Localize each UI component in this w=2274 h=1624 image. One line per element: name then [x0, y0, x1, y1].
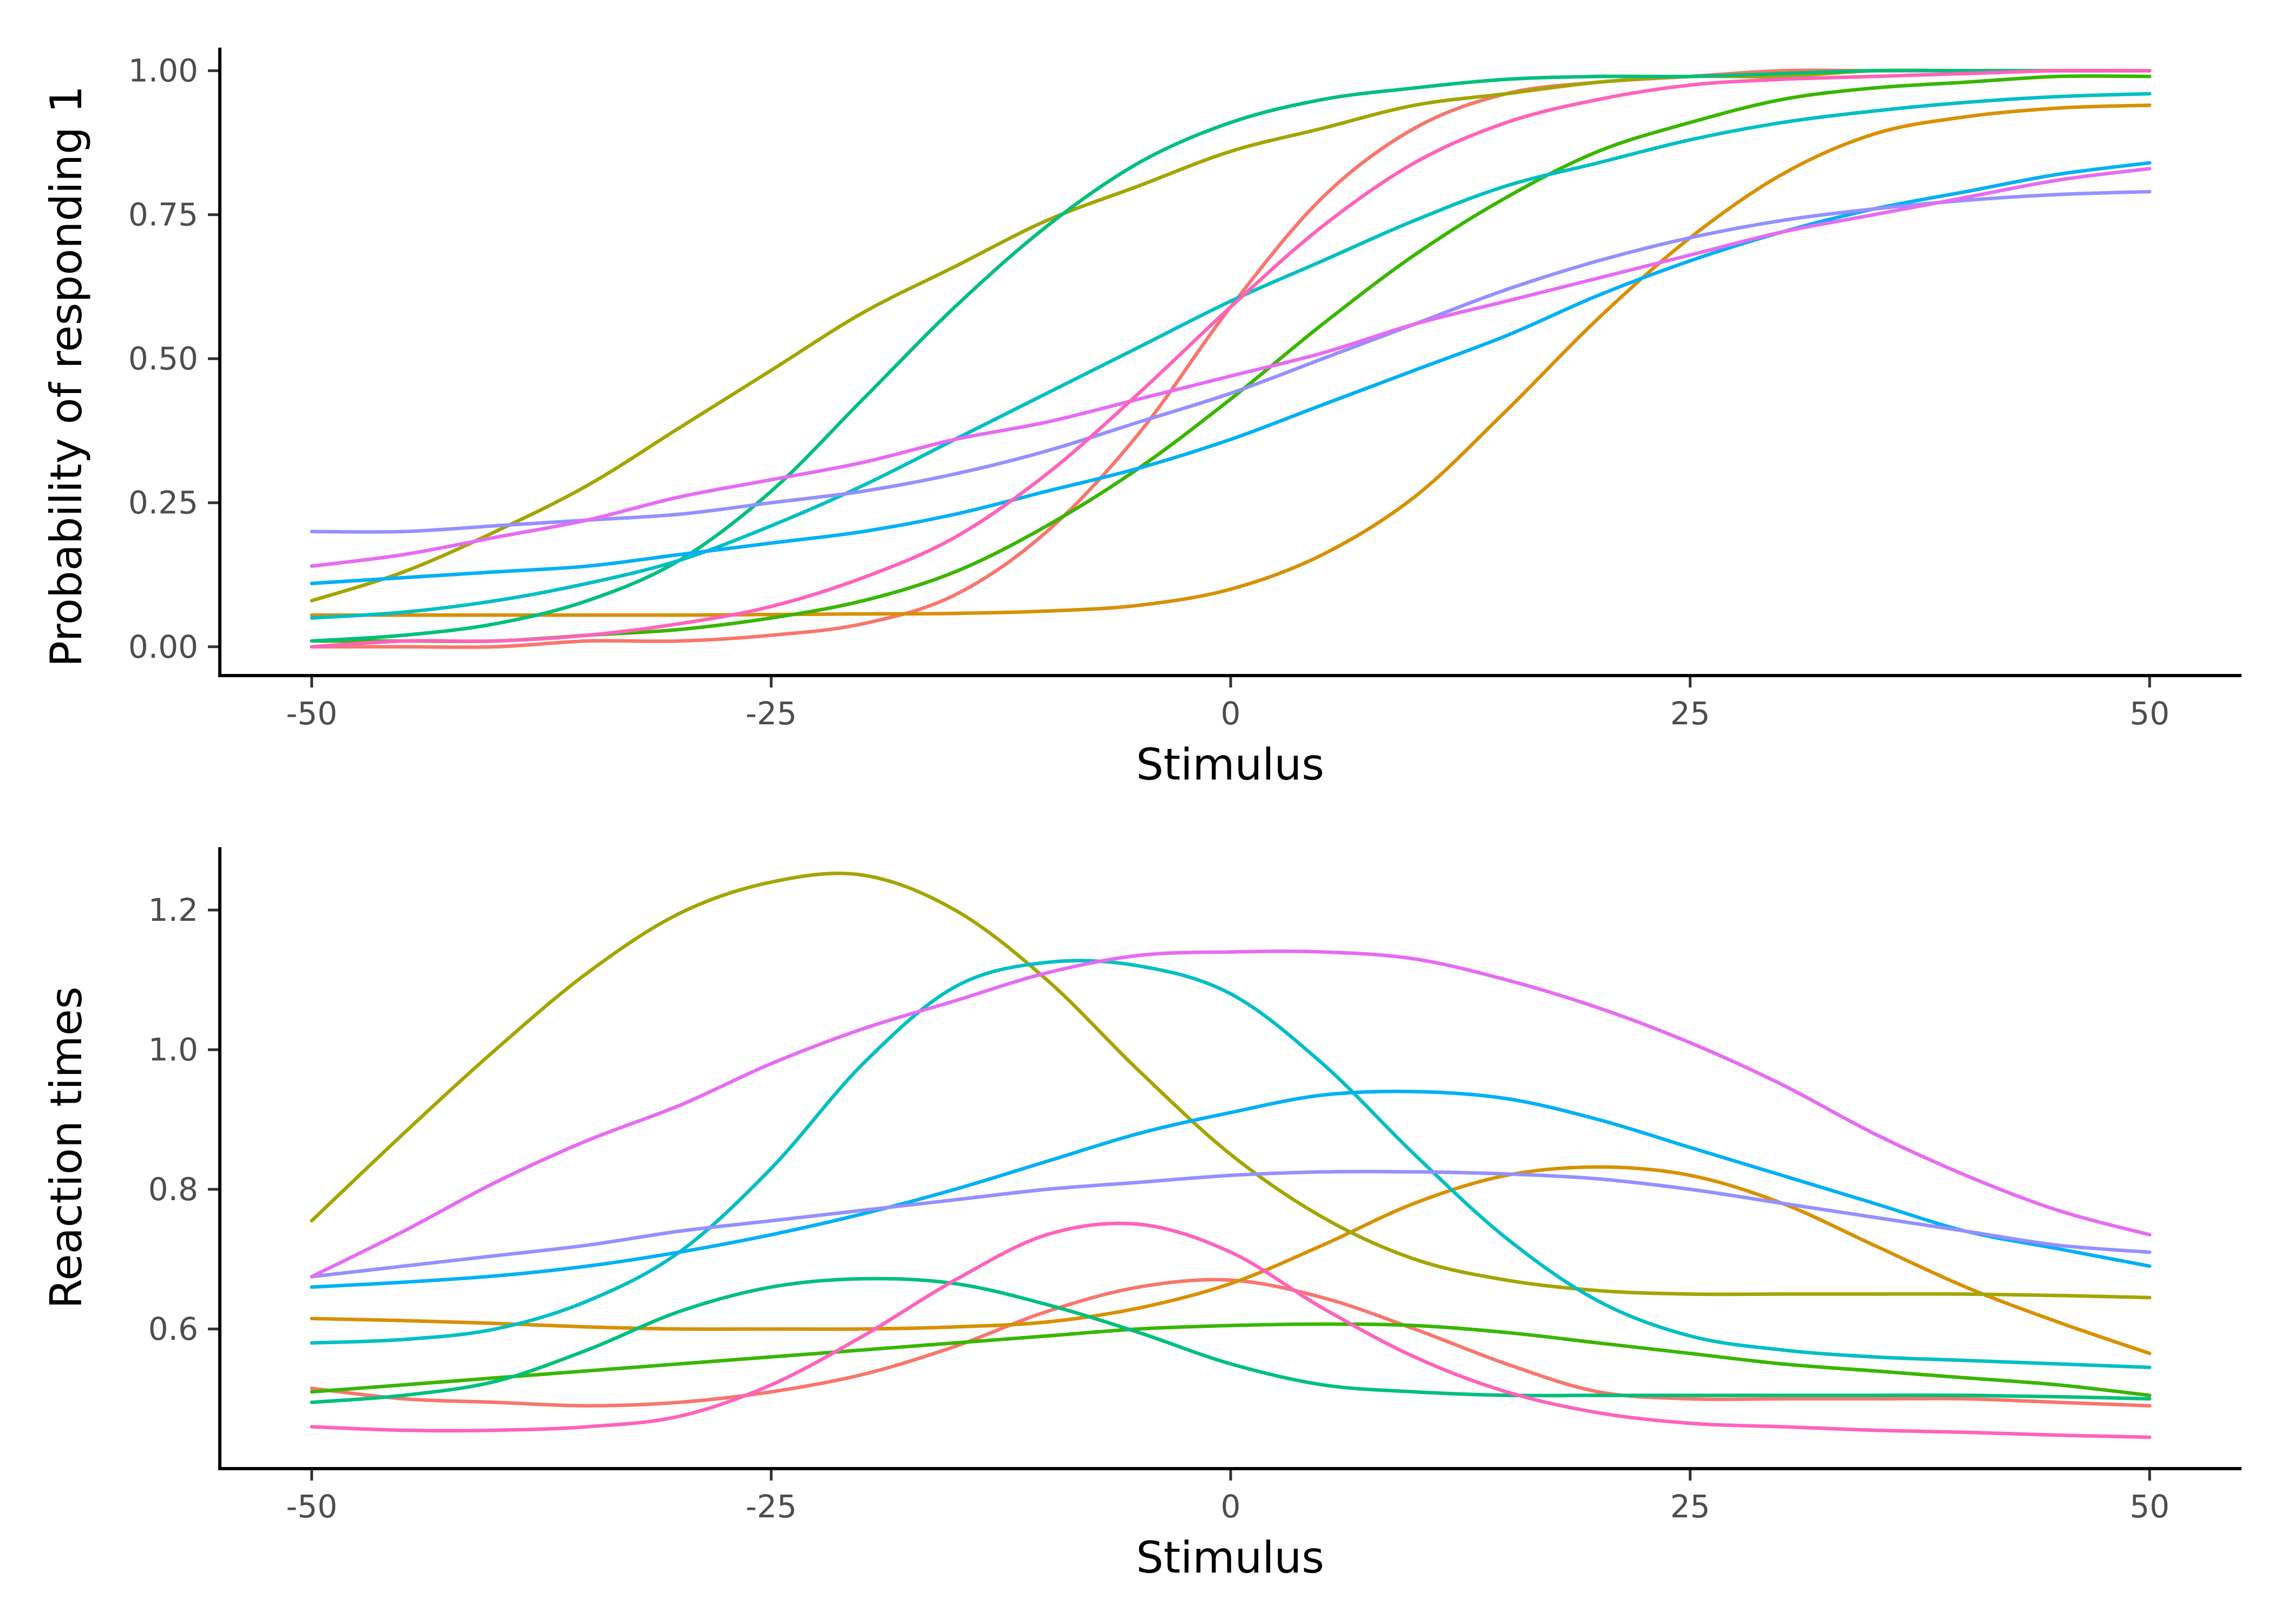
- x-tick-label: -50: [286, 695, 337, 732]
- series-line-9: [310, 949, 2152, 1279]
- series-line-1: [310, 1278, 2152, 1408]
- probability-series: [310, 68, 2152, 649]
- series-line-5: [310, 68, 2152, 643]
- x-tick-label: -25: [746, 695, 797, 732]
- reaction-time-axes: [218, 847, 2242, 1470]
- x-tick-label: 50: [2129, 695, 2170, 732]
- y-tick-label: 0.6: [148, 1311, 198, 1347]
- series-line-7: [310, 161, 2152, 585]
- y-tick-label: 0.25: [128, 484, 198, 521]
- y-tick-label: 0.75: [128, 197, 198, 233]
- series-line-6: [310, 959, 2152, 1370]
- reaction-time-series: [310, 872, 2152, 1439]
- y-tick-label: 0.8: [148, 1171, 198, 1208]
- series-line-9: [310, 167, 2152, 568]
- x-tick-label: 25: [1670, 1488, 1710, 1525]
- series-line-3: [310, 872, 2152, 1300]
- reaction-time-x-axis-title: Stimulus: [1136, 1533, 1324, 1583]
- series-line-4: [310, 1322, 2152, 1397]
- reaction-time-x-ticks: -50 -25 0 25 50: [286, 1469, 2170, 1525]
- series-line-1: [310, 68, 2152, 649]
- probability-axes: [218, 48, 2242, 677]
- probability-x-axis-title: Stimulus: [1136, 739, 1324, 790]
- x-tick-label: 25: [1670, 695, 1710, 732]
- x-tick-label: -25: [746, 1488, 797, 1525]
- series-line-6: [310, 91, 2152, 620]
- series-line-8: [310, 189, 2152, 534]
- y-tick-label: 0.00: [128, 628, 198, 665]
- series-line-2: [310, 1165, 2152, 1355]
- x-tick-label: 0: [1221, 695, 1241, 732]
- series-line-7: [310, 1089, 2152, 1289]
- series-line-2: [310, 103, 2152, 617]
- series-line-4: [310, 74, 2152, 644]
- x-tick-label: 50: [2129, 1488, 2170, 1525]
- y-tick-label: 1.0: [148, 1031, 198, 1068]
- probability-panel: Probability of responding 1 Stimulus -50…: [41, 48, 2242, 790]
- probability-x-ticks: -50 -25 0 25 50: [286, 676, 2170, 732]
- series-line-10: [310, 68, 2152, 649]
- series-line-8: [310, 1169, 2152, 1279]
- reaction-time-panel: Reaction times Stimulus -50 -25 0 25 50 0.60…: [41, 847, 2242, 1583]
- probability-y-ticks: 0.00 0.25 0.50 0.75 1.00: [128, 53, 220, 665]
- x-tick-label: -50: [286, 1488, 337, 1525]
- reaction-time-y-axis-title: Reaction times: [41, 986, 92, 1308]
- series-line-10: [310, 1221, 2152, 1439]
- y-tick-label: 1.2: [148, 892, 198, 928]
- x-tick-label: 0: [1221, 1488, 1241, 1525]
- probability-y-axis-title: Probability of responding 1: [41, 86, 92, 667]
- y-tick-label: 1.00: [128, 53, 198, 89]
- y-tick-label: 0.50: [128, 340, 198, 377]
- reaction-time-y-ticks: 0.6 0.8 1.0 1.2: [148, 892, 220, 1347]
- series-line-5: [310, 1276, 2152, 1404]
